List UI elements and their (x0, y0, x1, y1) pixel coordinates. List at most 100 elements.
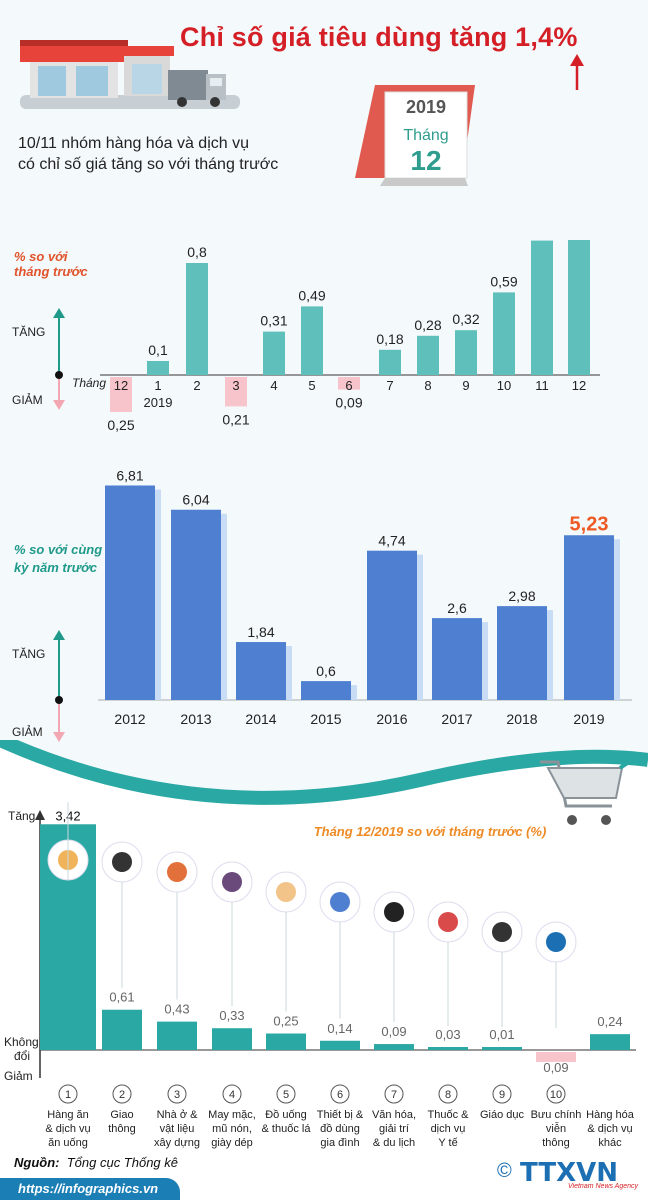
chart3-value-label: 0,03 (435, 1027, 460, 1042)
chart3-category-label: Thuốc & (428, 1109, 470, 1121)
chart3-number-badge (58, 1084, 78, 1104)
chart2-ylabel: % so với cùng kỳ năm trước (14, 542, 103, 575)
yearly-bar-chart: TĂNG GIẢM 6,81 2012 6,04 2013 1,84 2014 0,6 2015 4… (12, 467, 632, 742)
chart1-ylabel: % so với tháng trước (14, 249, 88, 279)
axis-down-label: GIẢM (12, 392, 43, 407)
traffic-light-icon-glyph (112, 852, 132, 872)
chart3-bar (157, 1021, 197, 1050)
chart1-value-label: 0,28 (414, 317, 441, 333)
chart2-value-label: 0,6 (316, 663, 336, 679)
chart3-category-label: giày dép (211, 1137, 253, 1149)
store-icon (20, 40, 240, 109)
chart1-bar (417, 335, 439, 375)
chart3-number: 9 (499, 1089, 505, 1101)
chart3-value-label: 0,01 (489, 1027, 514, 1042)
chart3-axis-up: Tăng (8, 809, 35, 823)
chart3-category-label: Giao (110, 1109, 133, 1121)
chart3-bar (428, 1047, 468, 1050)
chart3-category-label: & du lịch (373, 1137, 415, 1149)
chart1-bar (186, 263, 208, 375)
chart1-bar-negative (338, 377, 360, 390)
chart2-value-label: 2,6 (447, 600, 467, 616)
shoes-icon-glyph (222, 872, 242, 892)
graduation-cap-icon-glyph (492, 922, 512, 942)
chart1-bar (263, 331, 285, 375)
chart1-value-label: 0,1 (148, 342, 168, 358)
chart3-number-badge (222, 1084, 242, 1104)
chart3-category-label: khác (598, 1137, 622, 1149)
source-line: Nguồn: Tổng cục Thống kê (14, 1155, 178, 1170)
chart1-value-label: 0,8 (187, 244, 207, 260)
chart3-bar (102, 1009, 142, 1050)
chart1-tick-label: 5 (308, 378, 315, 393)
house-icon-glyph (167, 862, 187, 882)
chart1-value-label: 0,21 (222, 411, 249, 427)
chart3-value-label: 0,25 (273, 1014, 298, 1029)
calendar-month-label: Tháng (403, 127, 448, 144)
chart3-axis-zero-2: đổi (14, 1049, 30, 1063)
footer-link[interactable]: https://infographics.vn (18, 1181, 159, 1196)
chart3-category-label: Giáo dục (480, 1109, 525, 1121)
chart3-number: 7 (391, 1089, 397, 1101)
axis-zero-dot (55, 696, 63, 704)
chart3-number: 8 (445, 1089, 451, 1101)
axis-up-arrow (53, 630, 65, 640)
washing-machine-icon-glyph (330, 892, 350, 912)
chart3-category-label: viễn (546, 1122, 566, 1135)
film-icon-glyph (384, 902, 404, 922)
subtitle-line2: có chỉ số giá tăng so với tháng trước (18, 156, 279, 173)
medicine-icon-glyph (438, 912, 458, 932)
chart1-bar (531, 240, 553, 375)
chart2-value-label: 6,04 (182, 492, 209, 508)
chart2-value-label: 2,98 (508, 588, 535, 604)
chart1-bar (455, 330, 477, 375)
chart3-bar (590, 1034, 630, 1050)
chart3-number-badge (112, 1084, 132, 1104)
chart1-tick-label: 12 (572, 378, 586, 393)
chart3-category-label: xây dựng (154, 1137, 200, 1149)
chart3-bar (320, 1040, 360, 1050)
source-value: Tổng cục Thống kê (66, 1155, 179, 1170)
chart3-category-label: Hàng hóa (586, 1109, 635, 1121)
chart3-axis-down: Giảm (4, 1069, 33, 1083)
antenna-icon-glyph (546, 932, 566, 952)
chart1-year-label: 2019 (144, 395, 173, 410)
chart3-category-label: & dịch vụ (587, 1123, 632, 1135)
chart3-category-label: vật liệu (160, 1123, 195, 1135)
chart3-category-label: Y tế (438, 1137, 457, 1149)
chart2-tick-label: 2013 (180, 711, 211, 727)
chart2-value-label: 6,81 (116, 467, 143, 483)
chart3-number: 10 (550, 1089, 562, 1101)
chart3-value-label: 0,24 (597, 1014, 622, 1029)
chart3-number-badge (167, 1084, 187, 1104)
chart3-category-label: thông (542, 1137, 570, 1149)
footer-bar (0, 1178, 180, 1200)
chart3-value-label: 0,14 (327, 1021, 352, 1036)
chart2-bar (497, 606, 547, 700)
chart3-number: 1 (65, 1089, 71, 1101)
chart3-value-label: 0,43 (164, 1002, 189, 1017)
chart2-tick-label: 2016 (376, 711, 407, 727)
chart1-value-label: 0,32 (452, 311, 479, 327)
axis-up-label: TĂNG (12, 646, 45, 661)
chart1-tick-label: 10 (497, 378, 511, 393)
chart3-value-label: 0,33 (219, 1008, 244, 1023)
chart1-tick-label: 7 (386, 378, 393, 393)
axis-down-label: GIẢM (12, 724, 43, 739)
chart3-bar (374, 1044, 414, 1050)
chart3-bar (212, 1028, 252, 1050)
header-illustration: 2019 Tháng 12 (20, 40, 584, 186)
chart3-bar (482, 1047, 522, 1050)
category-bar-chart: Tháng 12/2019 so với tháng trước (%) Tăng… (4, 802, 636, 1149)
chart3-yaxis-arrow (35, 810, 45, 820)
bottom-section-background (0, 740, 648, 1200)
chart1-tick-label: 4 (270, 378, 277, 393)
chart3-category-label: mũ nón, (212, 1123, 252, 1135)
chart3-bar (266, 1033, 306, 1050)
chart1-tick-label: 2 (193, 378, 200, 393)
chart2-bar (301, 681, 351, 700)
chart3-number: 3 (174, 1089, 180, 1101)
ttxvn-logo-sub: Vietnam News Agency (568, 1183, 639, 1190)
axis-down-arrow (53, 732, 65, 742)
page-title: Chỉ số giá tiêu dùng tăng 1,4% (180, 22, 578, 52)
